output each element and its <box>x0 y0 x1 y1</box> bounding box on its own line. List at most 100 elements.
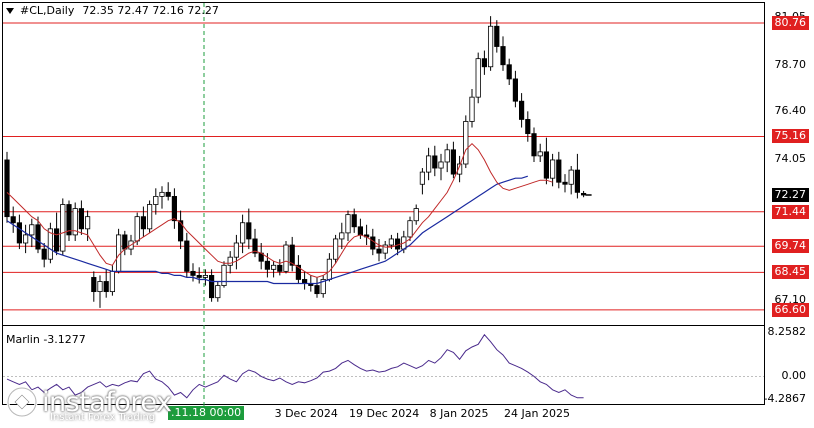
crosshair-time-label: .11.18 00:00 <box>168 406 245 420</box>
ma-fast-line <box>6 142 553 278</box>
candle-body <box>295 264 302 280</box>
candle-body <box>239 222 246 244</box>
candle-body <box>47 228 54 260</box>
candle-body <box>153 196 159 205</box>
candle-body <box>171 196 177 222</box>
oscillator-line <box>6 333 584 399</box>
candle-body <box>134 216 140 242</box>
candle-body <box>581 192 587 196</box>
candle-body <box>227 256 233 266</box>
candle-body <box>568 169 574 185</box>
candle-body <box>456 163 463 175</box>
candle-body <box>16 222 23 244</box>
candle-body <box>487 25 494 68</box>
indicator-panel-frame <box>2 325 765 405</box>
candle-body <box>97 281 103 293</box>
candle-body <box>357 226 364 236</box>
candle-body <box>388 238 395 246</box>
instaforex-logo: instaforex Instant Forex Trading <box>6 386 172 423</box>
candle-body <box>407 220 413 238</box>
candle-body <box>494 25 500 47</box>
indicator-level-label: 0.00 <box>781 369 807 383</box>
candle-body <box>66 204 72 236</box>
candle-body <box>233 242 239 258</box>
candle-body <box>277 264 283 272</box>
price-label: 80.76 <box>771 16 809 30</box>
candle-body <box>351 214 357 228</box>
price-label: 78.70 <box>774 57 807 71</box>
candle-body <box>140 216 146 230</box>
indicator-label: Marlin -3.1277 <box>6 333 86 346</box>
price-label: 71.44 <box>771 204 809 219</box>
candle-body <box>72 208 78 236</box>
candle-body <box>531 133 537 157</box>
candle-body <box>574 169 581 193</box>
candle-body <box>469 96 475 122</box>
dropdown-triangle-icon[interactable] <box>6 7 14 14</box>
date-label: 8 Jan 2025 <box>429 407 489 420</box>
candle-body <box>190 270 196 276</box>
candle-body <box>444 149 450 163</box>
candle-body <box>196 275 202 278</box>
date-label: 24 Jan 2025 <box>504 407 570 420</box>
symbol-label: #CL,Daily <box>20 4 75 17</box>
candle-body <box>519 100 525 120</box>
candle-body <box>165 191 171 197</box>
price-label: 76.40 <box>774 104 807 118</box>
candle-body <box>264 260 271 270</box>
candle-body <box>252 238 258 254</box>
candle-body <box>475 58 481 98</box>
instaforex-wordmark: instaforex <box>42 386 172 418</box>
candle-body <box>320 279 326 295</box>
candle-body <box>481 58 488 68</box>
candle-body <box>109 270 115 293</box>
candle-body <box>78 208 84 230</box>
candle-body <box>103 281 109 293</box>
candle-body <box>122 234 128 250</box>
price-label: 75.16 <box>771 129 809 144</box>
candle-body <box>332 238 339 260</box>
candle-body <box>41 248 47 260</box>
candle-body <box>463 121 469 165</box>
candle-body <box>345 214 351 234</box>
candle-body <box>54 228 60 252</box>
candle-body <box>289 244 295 266</box>
candle-body <box>370 236 376 250</box>
price-label: 67.10 <box>774 292 807 306</box>
price-panel-frame <box>2 2 765 326</box>
candle-body <box>184 240 190 272</box>
candle-body <box>246 222 252 240</box>
instaforex-tagline: Instant Forex Trading <box>50 412 156 423</box>
indicator-level-label: 8.2582 <box>767 325 807 339</box>
candle-body <box>215 285 221 299</box>
candle-body <box>91 277 97 293</box>
instaforex-logo-icon <box>6 386 38 418</box>
candle-body <box>506 64 512 80</box>
candle-body <box>512 78 519 102</box>
candle-body <box>208 275 215 299</box>
candle-body <box>10 216 16 224</box>
candle-body <box>376 248 382 254</box>
candle-body <box>537 151 543 157</box>
candle-body <box>450 149 457 175</box>
candle-body <box>550 159 556 179</box>
price-label: 74.05 <box>774 151 807 165</box>
date-label: 19 Dec 2024 <box>349 407 420 420</box>
candle-body <box>562 181 568 185</box>
price-label: 72.27 <box>771 187 809 202</box>
indicator-level-label: -4.2867 <box>763 392 806 406</box>
date-label: 3 Dec 2024 <box>274 407 338 420</box>
ma-slow-line <box>6 175 528 285</box>
ohlc-readout: 72.35 72.47 72.16 72.27 <box>82 4 219 17</box>
candle-body <box>159 191 165 197</box>
candle-body <box>419 171 426 185</box>
candle-body <box>146 204 153 230</box>
candle-body <box>339 232 345 240</box>
candle-body <box>270 264 277 270</box>
candle-body <box>202 275 208 278</box>
price-label: 69.74 <box>771 239 809 254</box>
chart-header: #CL,Daily 72.35 72.47 72.16 72.27 <box>6 4 219 17</box>
candle-body <box>314 285 320 295</box>
